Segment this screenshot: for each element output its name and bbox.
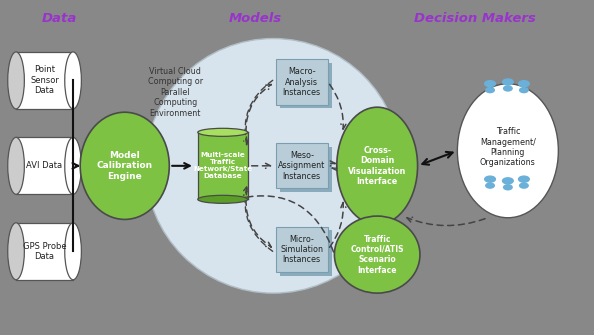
Ellipse shape xyxy=(503,184,513,191)
Text: Traffic
Management/
Planning
Organizations: Traffic Management/ Planning Organizatio… xyxy=(480,127,536,168)
Text: Macro-
Analysis
Instances: Macro- Analysis Instances xyxy=(283,67,321,97)
FancyArrowPatch shape xyxy=(244,80,273,145)
Ellipse shape xyxy=(519,182,529,189)
FancyBboxPatch shape xyxy=(276,227,328,272)
Text: Cross-
Domain
Visualization
Interface: Cross- Domain Visualization Interface xyxy=(348,146,406,186)
Text: Virtual Cloud
Computing or
Parallel
Computing
Environment: Virtual Cloud Computing or Parallel Comp… xyxy=(148,67,203,118)
Text: Model
Calibration
Engine: Model Calibration Engine xyxy=(97,151,153,181)
FancyArrowPatch shape xyxy=(330,203,346,247)
Ellipse shape xyxy=(146,39,401,293)
Text: Point
Sensor
Data: Point Sensor Data xyxy=(30,66,59,95)
Ellipse shape xyxy=(337,107,418,224)
Text: Micro-
Simulation
Instances: Micro- Simulation Instances xyxy=(280,235,323,264)
FancyArrowPatch shape xyxy=(332,166,337,171)
FancyArrowPatch shape xyxy=(330,84,346,129)
Ellipse shape xyxy=(8,52,24,109)
FancyBboxPatch shape xyxy=(280,147,332,192)
Ellipse shape xyxy=(198,195,248,203)
FancyBboxPatch shape xyxy=(16,223,73,280)
FancyArrowPatch shape xyxy=(407,217,485,225)
FancyArrowPatch shape xyxy=(246,189,271,247)
Text: Data: Data xyxy=(42,12,77,25)
Circle shape xyxy=(485,176,495,182)
Ellipse shape xyxy=(334,216,420,293)
Circle shape xyxy=(503,79,513,85)
Ellipse shape xyxy=(65,137,81,194)
Circle shape xyxy=(503,178,513,184)
FancyBboxPatch shape xyxy=(276,143,328,188)
FancyBboxPatch shape xyxy=(198,132,248,199)
Ellipse shape xyxy=(8,137,24,194)
FancyArrowPatch shape xyxy=(239,195,333,252)
Circle shape xyxy=(519,81,529,87)
Ellipse shape xyxy=(519,87,529,93)
Text: Traffic
Control/ATIS
Scenario
Interface: Traffic Control/ATIS Scenario Interface xyxy=(350,234,404,275)
Text: GPS Probe
Data: GPS Probe Data xyxy=(23,242,67,261)
FancyArrowPatch shape xyxy=(72,163,78,169)
FancyBboxPatch shape xyxy=(16,137,73,194)
Text: Models: Models xyxy=(229,12,282,25)
FancyArrowPatch shape xyxy=(422,152,453,165)
Ellipse shape xyxy=(80,112,169,219)
Text: AVI Data: AVI Data xyxy=(27,161,62,170)
FancyBboxPatch shape xyxy=(276,59,328,105)
Text: Meso-
Assignment
Instances: Meso- Assignment Instances xyxy=(278,151,326,181)
Ellipse shape xyxy=(485,87,495,93)
FancyBboxPatch shape xyxy=(280,63,332,108)
FancyArrowPatch shape xyxy=(172,163,189,169)
Ellipse shape xyxy=(457,84,558,218)
Ellipse shape xyxy=(485,182,495,189)
FancyArrowPatch shape xyxy=(252,163,270,168)
Circle shape xyxy=(485,81,495,87)
FancyBboxPatch shape xyxy=(16,52,73,109)
Text: Decision Makers: Decision Makers xyxy=(415,12,536,25)
Ellipse shape xyxy=(8,223,24,280)
FancyArrowPatch shape xyxy=(244,187,273,251)
FancyArrowPatch shape xyxy=(330,161,335,166)
Ellipse shape xyxy=(503,85,513,92)
Ellipse shape xyxy=(65,52,81,109)
FancyArrowPatch shape xyxy=(246,84,271,143)
Circle shape xyxy=(519,176,529,182)
Text: Multi-scale
Traffic
Network/State
Database: Multi-scale Traffic Network/State Databa… xyxy=(193,152,252,179)
FancyBboxPatch shape xyxy=(280,230,332,275)
Ellipse shape xyxy=(65,223,81,280)
Ellipse shape xyxy=(198,128,248,136)
